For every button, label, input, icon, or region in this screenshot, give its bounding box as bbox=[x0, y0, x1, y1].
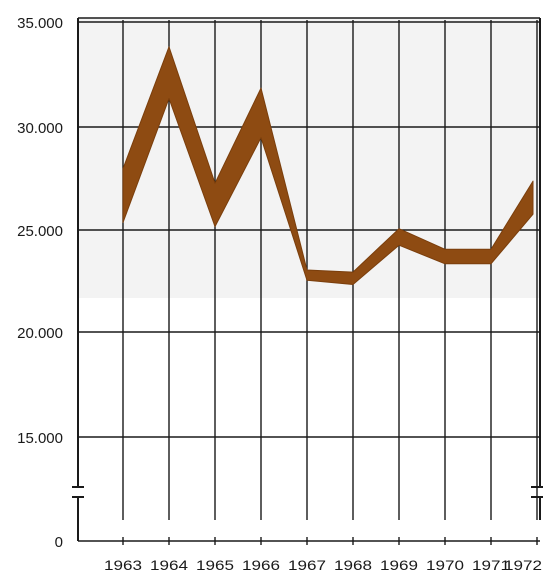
band-series bbox=[122, 46, 534, 285]
y-tick-label: 15.000 bbox=[17, 430, 63, 447]
y-tick-label: 0 bbox=[55, 534, 63, 551]
x-tick-label: 1971 bbox=[472, 557, 510, 573]
axis-break bbox=[72, 486, 543, 498]
x-tick-label: 1967 bbox=[288, 557, 326, 573]
y-tick-label: 25.000 bbox=[17, 223, 63, 240]
x-tick-label: 1963 bbox=[104, 557, 142, 573]
x-tick-label: 1972 bbox=[504, 557, 542, 573]
x-tick-label: 1968 bbox=[334, 557, 372, 573]
x-tick-label: 1970 bbox=[426, 557, 464, 573]
x-tick-label: 1964 bbox=[150, 557, 188, 573]
x-tick-label: 1966 bbox=[242, 557, 280, 573]
band-area bbox=[122, 46, 534, 285]
y-tick-labels: 35.000 30.000 25.000 20.000 15.000 0 bbox=[17, 15, 63, 551]
axes bbox=[77, 17, 541, 542]
y-tick-label: 30.000 bbox=[17, 120, 63, 137]
x-tick-label: 1965 bbox=[196, 557, 234, 573]
y-tick-label: 35.000 bbox=[17, 15, 63, 32]
x-tick-label: 1969 bbox=[380, 557, 418, 573]
y-tick-label: 20.000 bbox=[17, 325, 63, 342]
